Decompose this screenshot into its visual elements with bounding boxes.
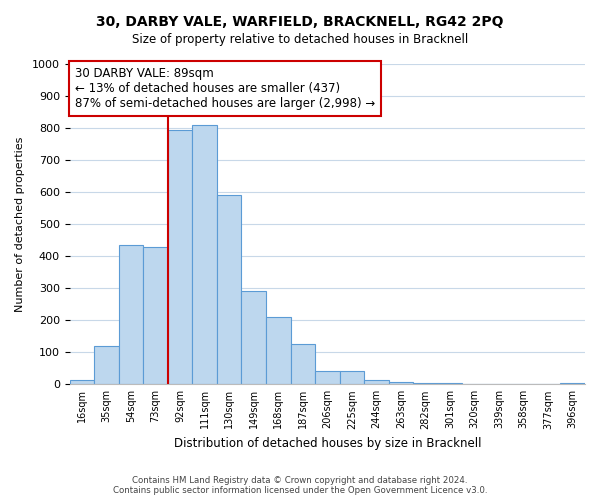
- Bar: [241, 292, 266, 384]
- Bar: [364, 380, 389, 384]
- Bar: [193, 125, 217, 384]
- Bar: [560, 382, 585, 384]
- Bar: [340, 372, 364, 384]
- Bar: [143, 246, 168, 384]
- Y-axis label: Number of detached properties: Number of detached properties: [15, 136, 25, 312]
- Bar: [389, 382, 413, 384]
- X-axis label: Distribution of detached houses by size in Bracknell: Distribution of detached houses by size …: [173, 437, 481, 450]
- Bar: [94, 346, 119, 385]
- Bar: [70, 380, 94, 384]
- Bar: [413, 382, 438, 384]
- Bar: [217, 196, 241, 384]
- Bar: [315, 372, 340, 384]
- Text: Contains HM Land Registry data © Crown copyright and database right 2024.
Contai: Contains HM Land Registry data © Crown c…: [113, 476, 487, 495]
- Bar: [290, 344, 315, 385]
- Bar: [438, 382, 463, 384]
- Bar: [168, 130, 193, 384]
- Text: Size of property relative to detached houses in Bracknell: Size of property relative to detached ho…: [132, 32, 468, 46]
- Bar: [119, 245, 143, 384]
- Bar: [266, 317, 290, 384]
- Text: 30, DARBY VALE, WARFIELD, BRACKNELL, RG42 2PQ: 30, DARBY VALE, WARFIELD, BRACKNELL, RG4…: [96, 15, 504, 29]
- Text: 30 DARBY VALE: 89sqm
← 13% of detached houses are smaller (437)
87% of semi-deta: 30 DARBY VALE: 89sqm ← 13% of detached h…: [75, 67, 375, 110]
